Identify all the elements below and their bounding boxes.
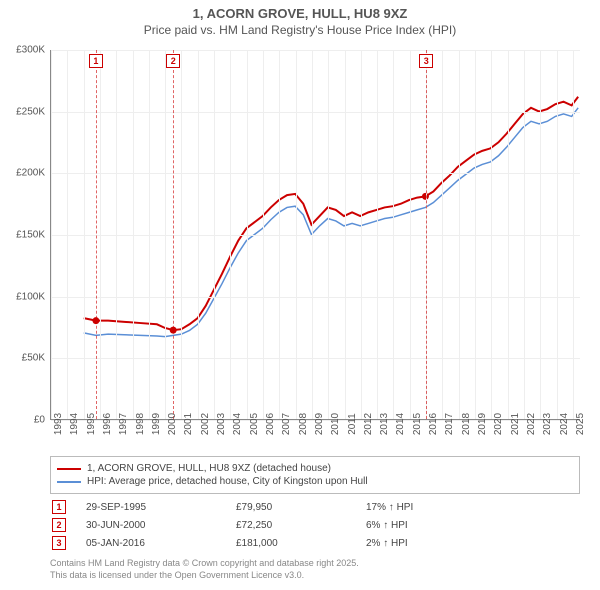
sale-hpi-delta: 17% ↑ HPI xyxy=(366,502,486,513)
x-tick-label: 2017 xyxy=(444,413,455,435)
x-tick-label: 2024 xyxy=(559,413,570,435)
x-tick-label: 2018 xyxy=(461,413,472,435)
x-tick-label: 2001 xyxy=(183,413,194,435)
x-tick-label: 2008 xyxy=(298,413,309,435)
x-tick-label: 1996 xyxy=(102,413,113,435)
legend-row: HPI: Average price, detached house, City… xyxy=(57,476,573,487)
footer-line1: Contains HM Land Registry data © Crown c… xyxy=(50,558,580,570)
chart-plot-area: 1 2 3 xyxy=(50,50,580,420)
legend-row: 1, ACORN GROVE, HULL, HU8 9XZ (detached … xyxy=(57,463,573,474)
sale-hpi-delta: 6% ↑ HPI xyxy=(366,520,486,531)
sale-hpi-delta: 2% ↑ HPI xyxy=(366,538,486,549)
sales-row: 2 30-JUN-2000 £72,250 6% ↑ HPI xyxy=(50,516,580,534)
x-tick-label: 2000 xyxy=(167,413,178,435)
y-tick-label: £150K xyxy=(16,230,45,241)
y-tick-label: £250K xyxy=(16,106,45,117)
sale-date: 29-SEP-1995 xyxy=(86,502,236,513)
x-tick-label: 2010 xyxy=(330,413,341,435)
sale-event-marker: 1 xyxy=(89,54,103,68)
sales-row: 1 29-SEP-1995 £79,950 17% ↑ HPI xyxy=(50,498,580,516)
sale-event-marker: 2 xyxy=(166,54,180,68)
x-tick-label: 2002 xyxy=(200,413,211,435)
footer-line2: This data is licensed under the Open Gov… xyxy=(50,570,580,582)
x-tick-label: 2023 xyxy=(542,413,553,435)
x-tick-label: 2012 xyxy=(363,413,374,435)
x-tick-label: 2020 xyxy=(493,413,504,435)
series-line-hpi xyxy=(84,108,578,337)
x-tick-label: 1997 xyxy=(118,413,129,435)
x-tick-label: 2011 xyxy=(347,413,358,435)
x-tick-label: 1994 xyxy=(69,413,80,435)
x-tick-label: 2005 xyxy=(249,413,260,435)
sale-price: £181,000 xyxy=(236,538,366,549)
sale-event-line xyxy=(426,50,427,419)
sale-marker-icon: 3 xyxy=(52,536,66,550)
sales-table: 1 29-SEP-1995 £79,950 17% ↑ HPI 2 30-JUN… xyxy=(50,498,580,552)
x-tick-label: 2015 xyxy=(412,413,423,435)
x-tick-label: 2021 xyxy=(510,413,521,435)
sale-price: £79,950 xyxy=(236,502,366,513)
x-tick-label: 2007 xyxy=(281,413,292,435)
sale-marker-icon: 1 xyxy=(52,500,66,514)
legend-swatch xyxy=(57,481,81,483)
title-block: 1, ACORN GROVE, HULL, HU8 9XZ Price paid… xyxy=(0,0,600,37)
x-tick-label: 2009 xyxy=(314,413,325,435)
x-tick-label: 2019 xyxy=(477,413,488,435)
sales-row: 3 05-JAN-2016 £181,000 2% ↑ HPI xyxy=(50,534,580,552)
x-tick-label: 1999 xyxy=(151,413,162,435)
sale-event-marker: 3 xyxy=(419,54,433,68)
legend-label: HPI: Average price, detached house, City… xyxy=(87,476,368,487)
sale-price: £72,250 xyxy=(236,520,366,531)
x-tick-label: 2003 xyxy=(216,413,227,435)
x-tick-label: 2013 xyxy=(379,413,390,435)
legend-swatch xyxy=(57,468,81,470)
x-tick-label: 1995 xyxy=(86,413,97,435)
sale-marker-icon: 2 xyxy=(52,518,66,532)
y-tick-label: £50K xyxy=(22,353,45,364)
title-line1: 1, ACORN GROVE, HULL, HU8 9XZ xyxy=(0,6,600,21)
legend-box: 1, ACORN GROVE, HULL, HU8 9XZ (detached … xyxy=(50,456,580,494)
x-tick-label: 2022 xyxy=(526,413,537,435)
legend-label: 1, ACORN GROVE, HULL, HU8 9XZ (detached … xyxy=(87,463,331,474)
y-tick-label: £300K xyxy=(16,45,45,56)
title-line2: Price paid vs. HM Land Registry's House … xyxy=(0,23,600,37)
chart-container: 1, ACORN GROVE, HULL, HU8 9XZ Price paid… xyxy=(0,0,600,590)
x-tick-label: 2006 xyxy=(265,413,276,435)
series-line-price_paid xyxy=(84,97,578,330)
x-tick-label: 2025 xyxy=(575,413,586,435)
sale-event-line xyxy=(96,50,97,419)
sale-date: 05-JAN-2016 xyxy=(86,538,236,549)
footer-attribution: Contains HM Land Registry data © Crown c… xyxy=(50,558,580,581)
x-tick-label: 2016 xyxy=(428,413,439,435)
y-tick-label: £0 xyxy=(34,415,45,426)
y-tick-label: £100K xyxy=(16,291,45,302)
sale-event-line xyxy=(173,50,174,419)
x-tick-label: 2014 xyxy=(395,413,406,435)
y-tick-label: £200K xyxy=(16,168,45,179)
x-tick-label: 2004 xyxy=(232,413,243,435)
sale-date: 30-JUN-2000 xyxy=(86,520,236,531)
x-tick-label: 1998 xyxy=(135,413,146,435)
x-tick-label: 1993 xyxy=(53,413,64,435)
